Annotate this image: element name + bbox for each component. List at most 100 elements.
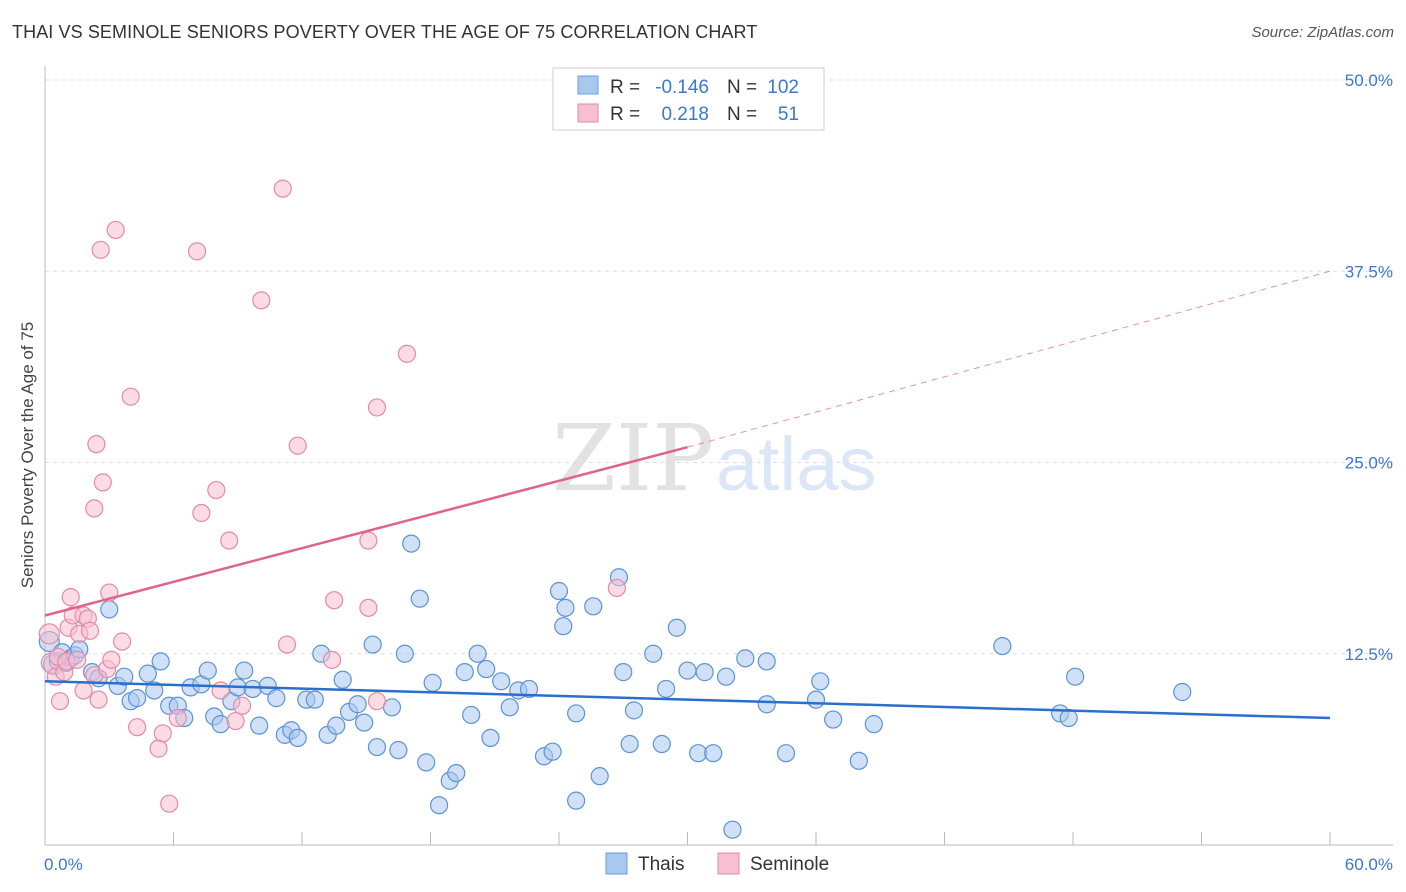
thais-point	[100, 600, 119, 619]
stats-swatch-thais	[577, 75, 599, 95]
thais-point	[288, 728, 307, 748]
seminole-point	[367, 692, 387, 711]
seminole-point	[91, 240, 110, 259]
seminole-point	[160, 794, 179, 813]
stats-r-value-thais: -0.146	[655, 77, 709, 98]
seminole-point	[89, 690, 108, 709]
data-points	[38, 179, 1192, 839]
thais-point	[667, 618, 686, 637]
thais-trend-line	[44, 680, 1331, 720]
thais-point	[757, 652, 776, 671]
stats-r-value-seminole: 0.218	[661, 104, 709, 125]
seminole-point	[149, 739, 168, 758]
seminole-point	[359, 531, 378, 550]
legend-swatch-thais	[605, 852, 628, 875]
seminole-point	[85, 499, 104, 518]
thais-point	[1066, 667, 1085, 686]
seminole-point	[112, 632, 132, 651]
x-tick-label-min: 0.0%	[44, 855, 83, 874]
thais-point	[806, 690, 826, 709]
seminole-trend-line	[44, 445, 688, 617]
seminole-point	[93, 473, 112, 492]
seminole-point	[220, 531, 239, 550]
series-legend: Thais Seminole	[605, 852, 829, 875]
seminole-point	[106, 220, 125, 240]
thais-point	[243, 679, 262, 699]
thais-point	[348, 695, 367, 714]
thais-point	[776, 744, 796, 763]
seminole-point	[252, 291, 271, 310]
seminole-point	[80, 621, 100, 640]
watermark-zip: ZIP	[552, 405, 714, 512]
seminole-point	[277, 635, 297, 654]
thais-point	[267, 689, 286, 708]
thais-point	[363, 635, 382, 654]
thais-point	[477, 659, 496, 679]
y-tick-labels: 12.5% 25.0% 37.5% 50.0%	[1345, 71, 1393, 664]
thais-point	[417, 753, 436, 772]
thais-point	[716, 667, 736, 686]
stats-n-value-thais: 102	[767, 77, 799, 98]
thais-point	[389, 741, 408, 760]
thais-point	[543, 742, 562, 761]
thais-point	[327, 716, 346, 735]
thais-point	[198, 661, 217, 680]
thais-point	[1173, 682, 1192, 702]
thais-point	[115, 667, 134, 686]
thais-point	[556, 598, 575, 617]
thais-point	[410, 589, 429, 608]
thais-point	[367, 737, 387, 757]
legend-label-seminole: Seminole	[750, 854, 829, 875]
chart-title: THAI VS SEMINOLE SENIORS POVERTY OVER TH…	[12, 22, 758, 42]
thais-point	[620, 734, 639, 754]
thais-point	[584, 597, 603, 616]
thais-point	[811, 672, 830, 691]
seminole-trend-extension	[687, 270, 1331, 448]
thais-point	[644, 644, 663, 663]
thais-point	[757, 695, 776, 714]
axes	[44, 66, 1393, 846]
seminole-point	[226, 711, 245, 731]
seminole-point	[397, 344, 417, 363]
seminole-point	[192, 503, 211, 523]
thais-point	[736, 649, 755, 668]
seminole-point	[68, 650, 87, 669]
thais-point	[519, 679, 539, 699]
thais-point	[567, 704, 586, 723]
y-tick-label: 37.5%	[1345, 262, 1393, 281]
seminole-point	[127, 718, 147, 737]
seminole-point	[61, 588, 80, 607]
thais-point	[423, 673, 442, 692]
thais-point	[145, 681, 164, 700]
thais-point	[429, 796, 449, 815]
seminole-point	[207, 480, 226, 500]
seminole-point	[168, 708, 187, 728]
thais-point	[1059, 708, 1078, 728]
stats-n-label-seminole: N =	[727, 104, 757, 125]
seminole-point	[87, 435, 106, 454]
x-ticks	[44, 832, 1331, 845]
stats-r-label-thais: R =	[610, 77, 640, 98]
seminole-point	[211, 681, 230, 700]
seminole-point	[50, 692, 70, 711]
seminole-point	[288, 436, 307, 455]
thais-point	[500, 698, 519, 717]
thais-point	[211, 715, 230, 734]
seminole-point	[232, 696, 252, 715]
thais-point	[614, 663, 633, 682]
thais-point	[824, 710, 843, 729]
thais-point	[492, 672, 511, 691]
thais-point	[305, 690, 324, 709]
seminole-point	[102, 650, 121, 669]
thais-point	[849, 751, 868, 770]
trend-lines	[44, 270, 1331, 720]
source-label: Source: ZipAtlas.com	[1251, 24, 1394, 41]
seminole-point	[187, 242, 207, 261]
seminole-point	[121, 387, 140, 406]
stats-n-value-seminole: 51	[778, 104, 799, 125]
y-tick-label: 12.5%	[1345, 645, 1393, 664]
seminole-point	[322, 650, 342, 669]
thais-point	[723, 820, 742, 839]
seminole-point	[325, 591, 344, 610]
seminole-point	[607, 578, 626, 598]
